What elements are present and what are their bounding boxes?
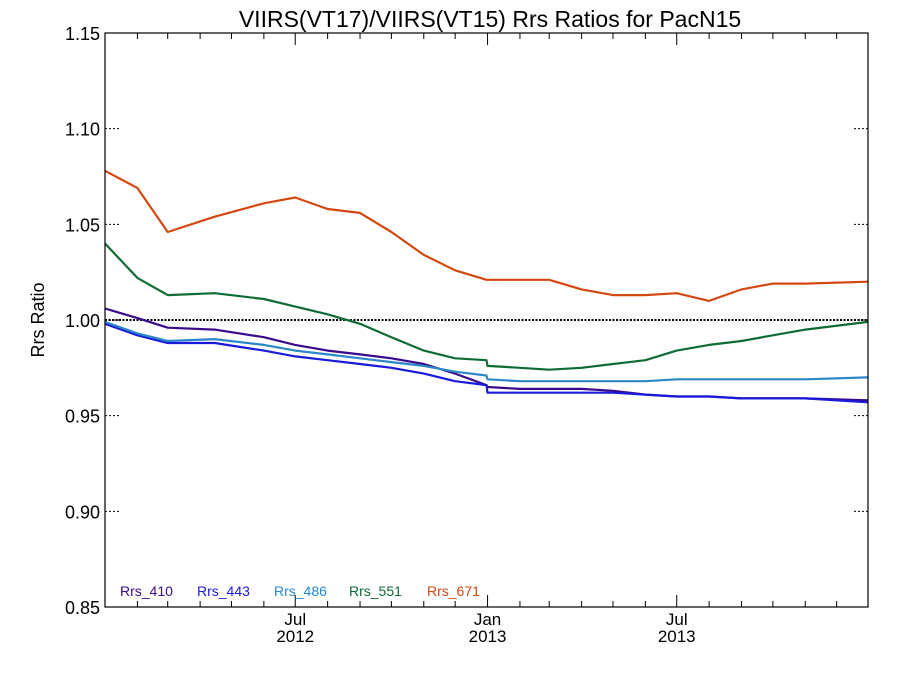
y-tick-label: 1.15 xyxy=(65,24,100,44)
y-tick-label: 0.85 xyxy=(65,598,100,618)
x-tick-label-month: Jul xyxy=(666,610,688,629)
y-tick-label: 1.10 xyxy=(65,120,100,140)
series-line-rrs-486 xyxy=(104,320,869,383)
series-line-rrs-671 xyxy=(104,169,869,302)
x-tick-label-year: 2013 xyxy=(658,627,696,646)
series-layer xyxy=(104,169,869,404)
legend-item-rrs-443: Rrs_443 xyxy=(197,583,250,599)
legend: Rrs_410 Rrs_443 Rrs_486 Rrs_551 Rrs_671 xyxy=(120,583,480,599)
series-line-rrs-443 xyxy=(104,322,869,404)
y-axis-label: Rrs Ratio xyxy=(28,282,48,357)
axes-layer: 0.850.900.951.001.051.101.15Jul2012Jan20… xyxy=(65,24,869,646)
y-tick-label: 1.05 xyxy=(65,215,100,235)
series-line-rrs-551 xyxy=(104,242,869,371)
y-tick-label: 0.95 xyxy=(65,407,100,427)
x-tick-label-month: Jul xyxy=(284,610,306,629)
legend-item-rrs-486: Rrs_486 xyxy=(274,583,327,599)
legend-item-rrs-671: Rrs_671 xyxy=(427,583,480,599)
y-tick-label: 1.00 xyxy=(65,311,100,331)
legend-item-rrs-410: Rrs_410 xyxy=(120,583,173,599)
x-tick-label-year: 2012 xyxy=(276,627,314,646)
chart-title: VIIRS(VT17)/VIIRS(VT15) Rrs Ratios for P… xyxy=(239,6,741,32)
x-tick-label-month: Jan xyxy=(474,610,501,629)
x-tick-label-year: 2013 xyxy=(469,627,507,646)
y-tick-label: 0.90 xyxy=(65,502,100,522)
legend-item-rrs-551: Rrs_551 xyxy=(349,583,402,599)
